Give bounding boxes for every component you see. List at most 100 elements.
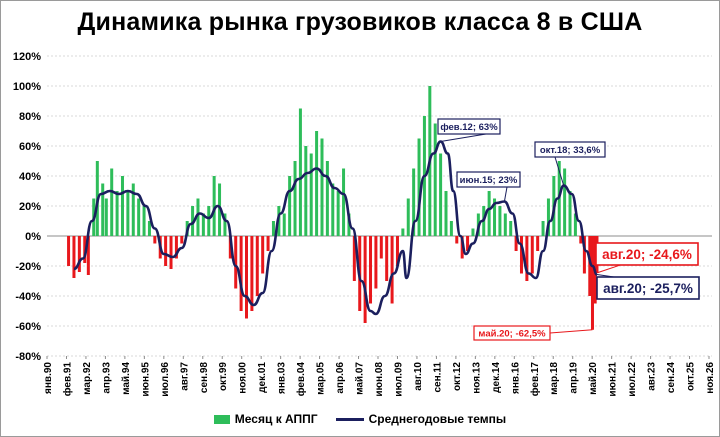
x-tick-label: фев.91: [61, 362, 73, 397]
bar: [449, 221, 453, 236]
bar: [487, 191, 491, 236]
annotation-feb12: фев.12; 63%: [437, 118, 501, 142]
bar: [153, 236, 157, 244]
bar: [271, 221, 275, 236]
bar: [250, 236, 254, 311]
annotation-oct18: окт.18; 33,6%: [534, 141, 606, 186]
bar: [304, 146, 308, 236]
x-tick-label: июн.95: [140, 362, 151, 397]
bar: [493, 198, 497, 236]
x-tick-label: ноя.26: [705, 362, 716, 394]
bar: [320, 138, 324, 236]
bar: [519, 236, 523, 274]
bar: [455, 236, 459, 244]
bar: [582, 236, 586, 274]
annotation-leader: [549, 329, 593, 334]
bar: [309, 153, 313, 236]
x-tick-label: окт.99: [218, 362, 229, 391]
bar: [568, 191, 572, 236]
bar: [439, 153, 443, 236]
bar: [509, 221, 513, 236]
y-tick-label: -40%: [15, 291, 41, 303]
bar: [385, 236, 389, 281]
bar: [266, 236, 270, 251]
bar: [147, 221, 151, 236]
legend: Месяц к АППГ Среднегодовые темпы: [0, 410, 720, 428]
bar: [369, 236, 373, 304]
annotation-box: [456, 171, 521, 188]
y-tick-label: 100%: [13, 81, 41, 93]
legend-item-bars: Месяц к АППГ: [213, 412, 318, 426]
bar: [401, 228, 405, 236]
bar: [174, 236, 178, 259]
x-tick-label: авг.97: [179, 362, 190, 391]
annotation-leader: [554, 156, 565, 186]
bar: [588, 236, 592, 296]
bar: [261, 236, 265, 274]
bar: [325, 161, 329, 236]
x-tick-label: мар.92: [82, 362, 93, 395]
bar: [514, 236, 518, 251]
bar: [77, 236, 81, 272]
y-tick-label: -80%: [15, 351, 41, 363]
bar: [126, 191, 130, 236]
bar: [379, 236, 383, 259]
annotation-jun15: июн.15; 23%: [456, 171, 521, 202]
annotation-leader: [440, 133, 487, 142]
annotation-box: [596, 276, 700, 300]
bar: [196, 198, 200, 236]
x-tick-label: апр.19: [569, 362, 580, 394]
bar: [579, 236, 583, 244]
bar: [315, 131, 319, 236]
bar: [390, 236, 394, 304]
annotation-label: авг.20; -24,6%: [602, 247, 692, 262]
x-tick-label: июн.21: [608, 362, 619, 397]
legend-swatch-bars: [213, 414, 230, 424]
bar: [212, 176, 216, 236]
x-tick-label: сен.24: [666, 362, 677, 394]
bar: [169, 236, 173, 269]
y-tick-label: 120%: [13, 51, 41, 63]
bar: [131, 183, 135, 236]
bar: [406, 198, 410, 236]
x-tick-label: дек.14: [491, 362, 502, 393]
y-tick-label: 80%: [19, 111, 41, 123]
annotation-label: май.20; -62,5%: [478, 328, 546, 339]
bar: [498, 206, 502, 236]
bar: [191, 206, 195, 236]
y-tick-label: -60%: [15, 321, 41, 333]
bar: [164, 236, 168, 266]
annotation-aug20_line: авг.20; -25,7%: [596, 274, 700, 300]
x-tick-label: ноя.13: [471, 362, 482, 394]
y-tick-label: 60%: [19, 141, 41, 153]
x-tick-label: апр.06: [335, 362, 346, 394]
bar: [590, 236, 594, 330]
bar: [207, 206, 211, 236]
legend-label-bars: Месяц к АППГ: [234, 412, 318, 426]
bar: [201, 213, 205, 236]
bar: [331, 183, 335, 236]
bar: [352, 236, 356, 281]
x-tick-label: май.20: [588, 362, 599, 395]
x-tick-label: авг.10: [413, 362, 424, 391]
bar: [471, 228, 475, 236]
bar: [525, 236, 529, 281]
annotation-leader: [503, 186, 508, 202]
bar: [137, 198, 141, 236]
bar: [218, 183, 222, 236]
bar: [223, 213, 227, 236]
annotation-box: [534, 141, 606, 158]
annotation-label: фев.12; 63%: [440, 122, 498, 133]
bar: [374, 236, 378, 289]
bar: [180, 236, 184, 244]
bar: [395, 236, 399, 266]
annotation-box: [595, 242, 699, 266]
bar: [336, 191, 340, 236]
bar: [255, 236, 259, 296]
annotation-box: [437, 118, 501, 135]
x-tick-label: окт.12: [452, 362, 463, 391]
bar: [86, 236, 90, 275]
x-tick-label: сен.11: [432, 362, 443, 393]
bar: [72, 236, 76, 278]
